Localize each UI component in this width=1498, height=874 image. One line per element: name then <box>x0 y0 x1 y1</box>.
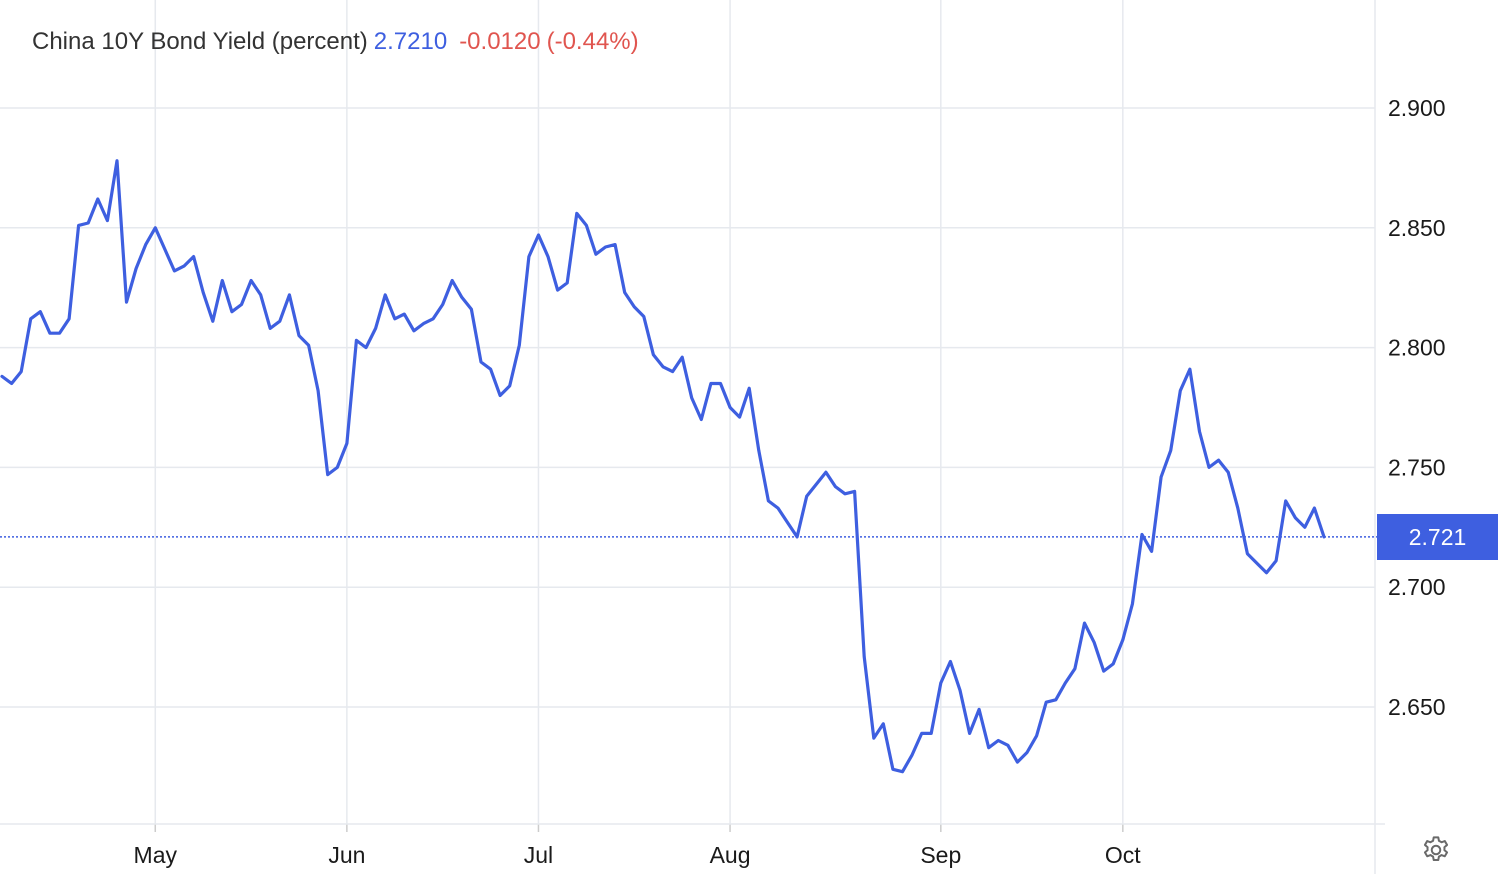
horizontal-gridlines <box>0 107 1375 708</box>
x-tick-label: Jun <box>328 842 365 868</box>
x-tick-labels: May Jun Jul Aug Sep Oct <box>134 842 1142 868</box>
y-tick-label: 2.650 <box>1388 694 1446 720</box>
y-tick-label: 2.750 <box>1388 454 1446 480</box>
legend-value: 2.7210 <box>373 28 448 55</box>
y-tick-labels: 2.900 2.850 2.800 2.750 2.700 2.650 <box>1388 95 1446 720</box>
chart-legend: China 10Y Bond Yield (percent) 2.7210 -0.0… <box>32 28 639 56</box>
x-tick-label: Oct <box>1105 842 1141 868</box>
x-tick-label: May <box>134 842 178 868</box>
current-price-tag: 2.721 <box>1377 514 1498 560</box>
y-tick-label: 2.700 <box>1388 574 1446 600</box>
legend-change: -0.0120 <box>459 28 541 55</box>
legend-change-pct: (-0.44%) <box>546 28 639 55</box>
x-tick-label: Jul <box>524 842 553 868</box>
legend-title: China 10Y Bond Yield (percent) <box>32 28 368 55</box>
x-tick-label: Sep <box>920 842 961 868</box>
y-tick-label: 2.800 <box>1388 335 1446 361</box>
y-tick-label: 2.900 <box>1388 95 1446 121</box>
x-tick-label: Aug <box>710 842 751 868</box>
current-price-label: 2.721 <box>1408 523 1467 550</box>
y-tick-label: 2.850 <box>1388 215 1446 241</box>
gear-icon[interactable] <box>1420 834 1452 866</box>
yield-series-line <box>0 159 1326 774</box>
